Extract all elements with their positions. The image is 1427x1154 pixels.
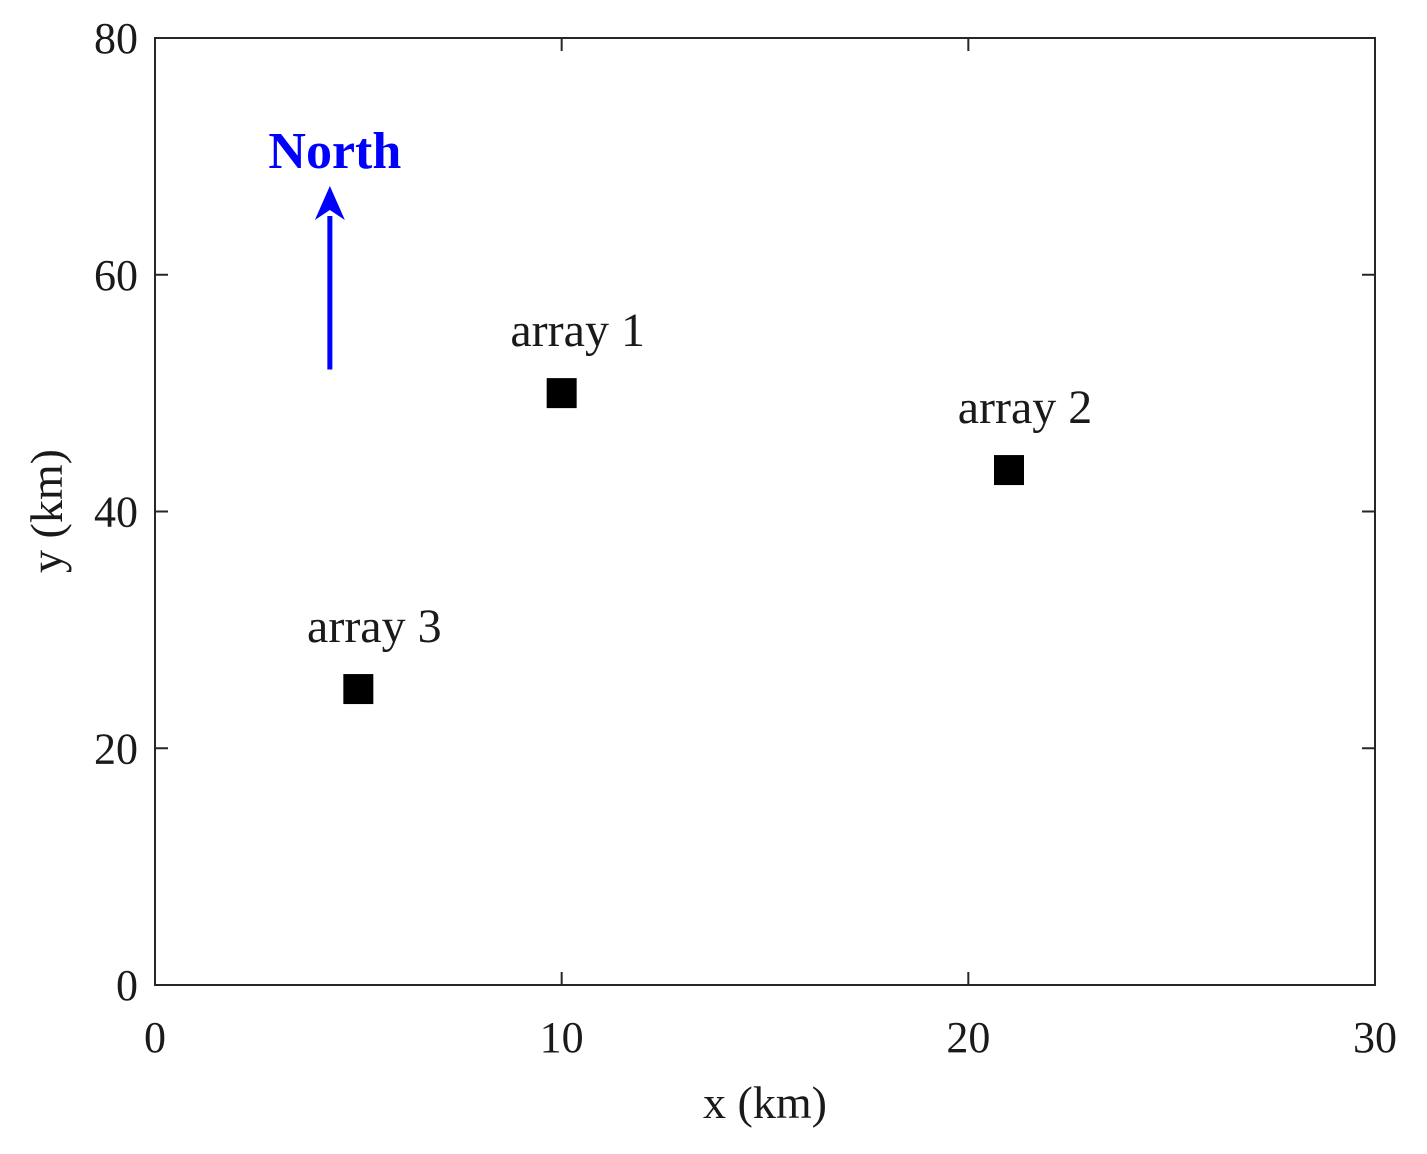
- point-marker-2: [994, 455, 1024, 486]
- y-tick-label: 40: [94, 488, 138, 537]
- y-tick-label: 60: [94, 251, 138, 300]
- y-axis-title: y (km): [21, 449, 72, 573]
- north-label: North: [268, 123, 401, 180]
- y-tick-label: 20: [94, 724, 138, 773]
- x-axis-title: x (km): [703, 1077, 827, 1128]
- x-tick-label: 30: [1353, 1013, 1397, 1062]
- point-label-1: array 1: [510, 304, 645, 357]
- x-tick-label: 10: [540, 1013, 584, 1062]
- x-tick-label: 0: [144, 1013, 166, 1062]
- north-arrow-head: [314, 185, 345, 220]
- point-label-3: array 3: [307, 600, 442, 653]
- data-points: array 1 array 2 array 3: [307, 304, 1093, 705]
- x-tick-label: 20: [946, 1013, 990, 1062]
- point-label-2: array 2: [958, 381, 1093, 434]
- north-annotation: North: [268, 123, 401, 370]
- point-marker-1: [546, 378, 577, 409]
- y-tick-label: 0: [116, 961, 138, 1010]
- y-tick-label: 80: [94, 14, 138, 63]
- tick-group: [154, 37, 1376, 986]
- tick-label-group: 0 10 20 30 0 20 40 60 80: [94, 14, 1397, 1062]
- plot-area: [154, 37, 1376, 986]
- point-marker-3: [343, 674, 374, 705]
